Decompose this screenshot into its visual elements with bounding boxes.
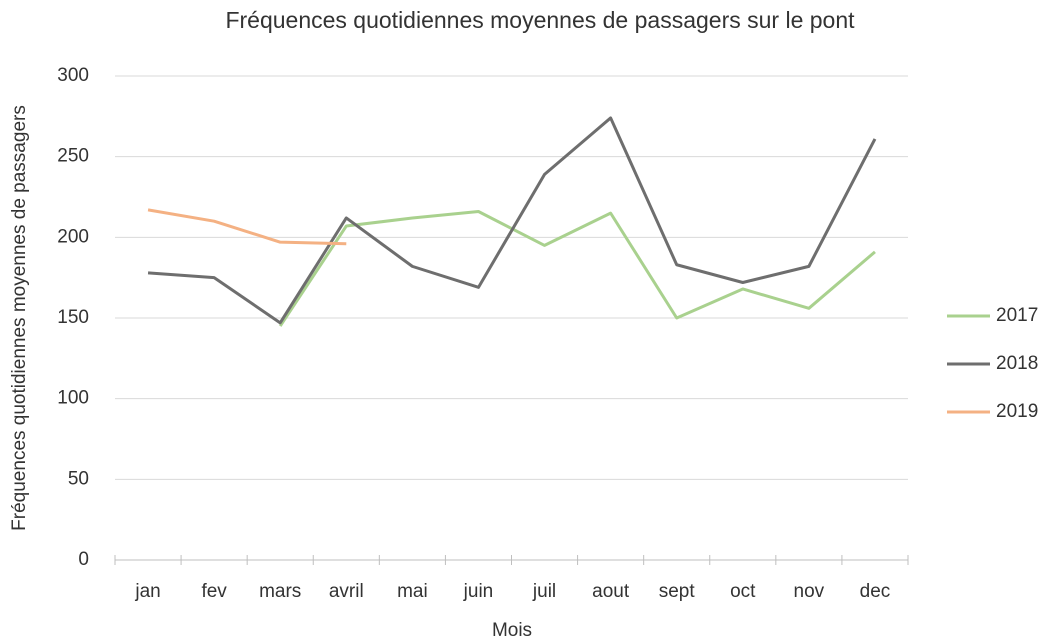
y-tick-label: 0 <box>78 549 89 570</box>
y-axis-label: Fréquences quotidiennes moyennes de pass… <box>9 105 30 531</box>
x-tick-label: mai <box>397 581 428 602</box>
series-line <box>278 210 876 327</box>
y-tick-label: 50 <box>68 468 89 489</box>
x-tick-label: jan <box>134 581 160 602</box>
x-tick-label: avril <box>329 581 364 602</box>
x-tick-label: juil <box>532 581 556 602</box>
series-line <box>147 116 877 325</box>
legend-label: 2019 <box>996 401 1038 422</box>
x-axis-label: Mois <box>492 620 532 641</box>
x-tick-label: juin <box>463 581 494 602</box>
x-tick-label: nov <box>794 581 825 602</box>
chart-title: Fréquences quotidiennes moyennes de pass… <box>225 7 855 33</box>
y-tick-label: 250 <box>57 146 89 167</box>
x-tick-label: fev <box>201 581 227 602</box>
x-tick-label: oct <box>730 581 756 602</box>
x-tick-label: dec <box>860 581 891 602</box>
series-line <box>147 208 347 246</box>
legend-label: 2017 <box>996 305 1038 326</box>
legend-label: 2018 <box>996 353 1038 374</box>
y-tick-label: 150 <box>57 307 89 328</box>
x-tick-label: aout <box>592 581 630 602</box>
x-tick-label: mars <box>259 581 301 602</box>
y-tick-label: 200 <box>57 226 89 247</box>
y-tick-label: 100 <box>57 388 89 409</box>
x-tick-label: sept <box>659 581 696 602</box>
y-tick-label: 300 <box>57 65 89 86</box>
